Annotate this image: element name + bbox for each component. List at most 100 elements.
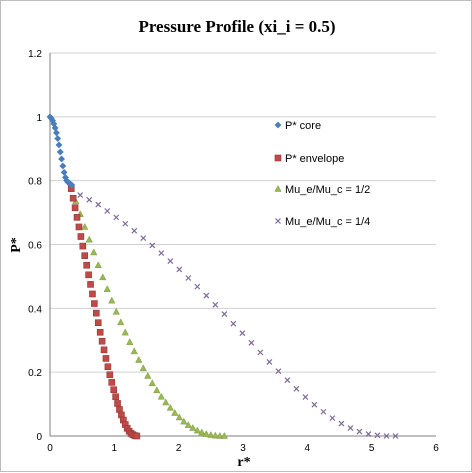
- data-point: [86, 196, 93, 203]
- data-point: [59, 162, 67, 170]
- data-point: [320, 408, 327, 415]
- tick-labels: 0 0.2 0.4 0.6 0.8 1 1.2 0 1 2 3 4 5 6: [28, 49, 439, 454]
- data-point: [55, 141, 63, 149]
- data-point: [102, 355, 110, 362]
- data-point: [68, 181, 76, 189]
- chart-title: Pressure Profile (xi_i = 0.5): [138, 17, 335, 36]
- data-point: [176, 266, 183, 273]
- data-point: [90, 248, 98, 256]
- data-point: [184, 421, 192, 428]
- data-point: [139, 364, 147, 372]
- y-tick-label: 0: [36, 432, 42, 443]
- grid: [50, 52, 436, 373]
- data-point: [103, 285, 111, 292]
- data-point: [99, 273, 107, 281]
- y-tick-label: 0.4: [28, 304, 42, 315]
- data-point: [93, 309, 100, 317]
- data-point: [94, 261, 102, 268]
- data-point: [230, 320, 237, 327]
- data-point: [94, 319, 102, 326]
- data-point: [203, 292, 210, 299]
- data-point: [383, 433, 390, 439]
- data-point: [392, 433, 399, 439]
- data-point: [83, 261, 90, 269]
- data-point: [365, 431, 372, 438]
- data-point: [130, 347, 138, 355]
- data-point: [116, 406, 123, 413]
- data-point: [171, 408, 179, 416]
- legend: P* core P* envelope Mu_e/Mu_c = 1/2 Mu_e/Mu…: [274, 120, 370, 228]
- data-point: [338, 420, 345, 427]
- data-point: [275, 368, 282, 375]
- data-point: [126, 338, 134, 345]
- y-tick-label: 1.2: [28, 49, 42, 60]
- y-tick-label: 1: [36, 113, 42, 124]
- data-point: [180, 417, 188, 425]
- data-point: [133, 432, 141, 440]
- data-point: [266, 359, 273, 365]
- data-point: [95, 201, 102, 208]
- data-point: [211, 431, 219, 439]
- data-point: [189, 423, 197, 431]
- data-point: [113, 214, 120, 221]
- data-point: [58, 155, 66, 163]
- data-point: [60, 168, 68, 176]
- data-point: [106, 371, 114, 379]
- data-point: [77, 233, 85, 240]
- data-point: [175, 413, 183, 421]
- data-point: [81, 252, 89, 259]
- data-point: [135, 356, 143, 363]
- legend-label: Mu_e/Mu_c = 1/2: [285, 184, 370, 196]
- data-point: [153, 386, 161, 394]
- data-point: [140, 235, 147, 242]
- data-point: [374, 432, 381, 439]
- data-point: [104, 208, 111, 214]
- data-point: [110, 386, 117, 394]
- data-point: [216, 431, 224, 439]
- data-point: [148, 379, 156, 387]
- x-tick-label: 6: [433, 443, 439, 454]
- data-point: [117, 318, 125, 326]
- data-point: [85, 235, 93, 243]
- data-point: [311, 401, 318, 408]
- legend-marker: [275, 218, 281, 224]
- x-tick-label: 1: [112, 443, 118, 454]
- data-point: [56, 148, 64, 156]
- legend-marker: [274, 184, 282, 192]
- data-point: [96, 328, 104, 336]
- x-tick-label: 3: [240, 443, 246, 454]
- legend-label: P* core: [285, 120, 321, 132]
- data-point: [207, 431, 215, 438]
- data-point: [257, 349, 264, 356]
- data-point: [185, 275, 192, 281]
- data-point: [81, 222, 89, 230]
- data-point: [167, 258, 174, 265]
- data-point: [144, 371, 152, 379]
- data-point: [356, 428, 363, 435]
- data-point: [108, 296, 116, 304]
- x-tick-label: 2: [176, 443, 182, 454]
- data-point: [98, 337, 106, 345]
- data-point: [112, 307, 120, 315]
- data-point: [194, 283, 201, 290]
- data-point: [85, 271, 92, 279]
- data-point: [54, 135, 62, 142]
- x-tick-label: 4: [305, 443, 311, 454]
- y-tick-label: 0.6: [28, 241, 42, 252]
- data-point: [347, 425, 354, 431]
- data-point: [108, 379, 116, 386]
- data-point: [91, 300, 98, 307]
- data-point: [248, 339, 255, 346]
- data-point: [212, 301, 219, 308]
- data-point: [193, 426, 201, 434]
- data-point: [158, 250, 165, 257]
- data-point: [221, 311, 228, 318]
- data-point: [239, 330, 246, 337]
- legend-marker: [274, 154, 282, 162]
- y-tick-label: 0.2: [28, 368, 42, 379]
- x-tick-label: 5: [369, 443, 375, 454]
- data-point: [162, 398, 170, 406]
- data-point: [77, 192, 84, 198]
